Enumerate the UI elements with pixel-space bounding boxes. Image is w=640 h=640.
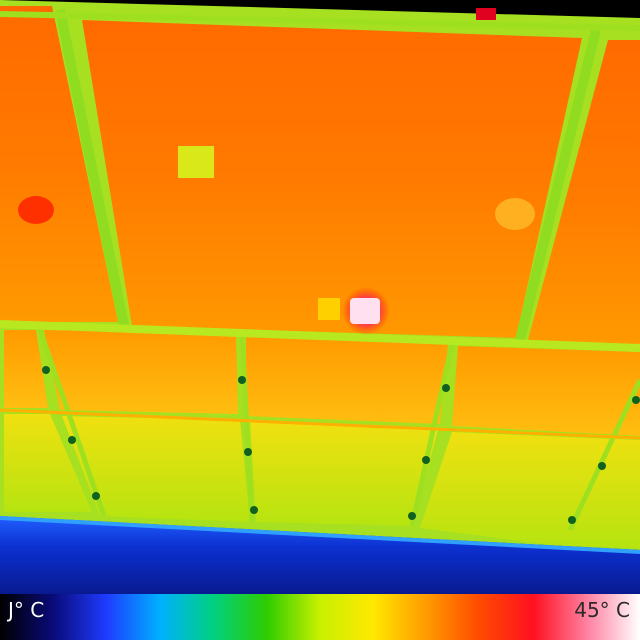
cool-patch-small <box>318 298 340 320</box>
panel-row2-b <box>62 416 250 522</box>
panel-upper-left <box>0 6 118 322</box>
rail-lower-2 <box>239 333 255 523</box>
rail-lower-1 <box>37 329 107 517</box>
panel-row2-c <box>250 422 438 526</box>
panel-upper-center <box>82 20 582 338</box>
panel-row2-a <box>4 414 92 512</box>
seam-mid <box>0 320 640 352</box>
rail-lower-3 <box>409 343 455 527</box>
panel-row1-d <box>452 346 640 436</box>
panel-row1-b <box>44 330 238 414</box>
temperature-scale-bar <box>0 594 640 640</box>
rail-right <box>515 28 601 342</box>
top-marker <box>476 8 496 20</box>
hot-patch-left <box>18 196 54 224</box>
cold-region <box>0 516 640 594</box>
rail-left <box>55 9 129 327</box>
panel-row1-a <box>4 330 48 408</box>
warm-patch-right <box>495 198 535 230</box>
scale-min-label: J° C <box>8 598 45 622</box>
panel-row1-c <box>246 336 448 424</box>
scale-max-label: 45° C <box>574 598 630 622</box>
seam-lower <box>0 408 640 440</box>
panel-upper-right <box>528 40 640 346</box>
cold-edge <box>0 516 640 554</box>
rail-bolts <box>42 366 640 524</box>
seam-top <box>0 11 640 31</box>
panel-row2-d <box>420 432 640 548</box>
cool-patch <box>178 146 214 178</box>
hotspot <box>350 298 380 324</box>
rail-lower-4 <box>567 378 640 532</box>
